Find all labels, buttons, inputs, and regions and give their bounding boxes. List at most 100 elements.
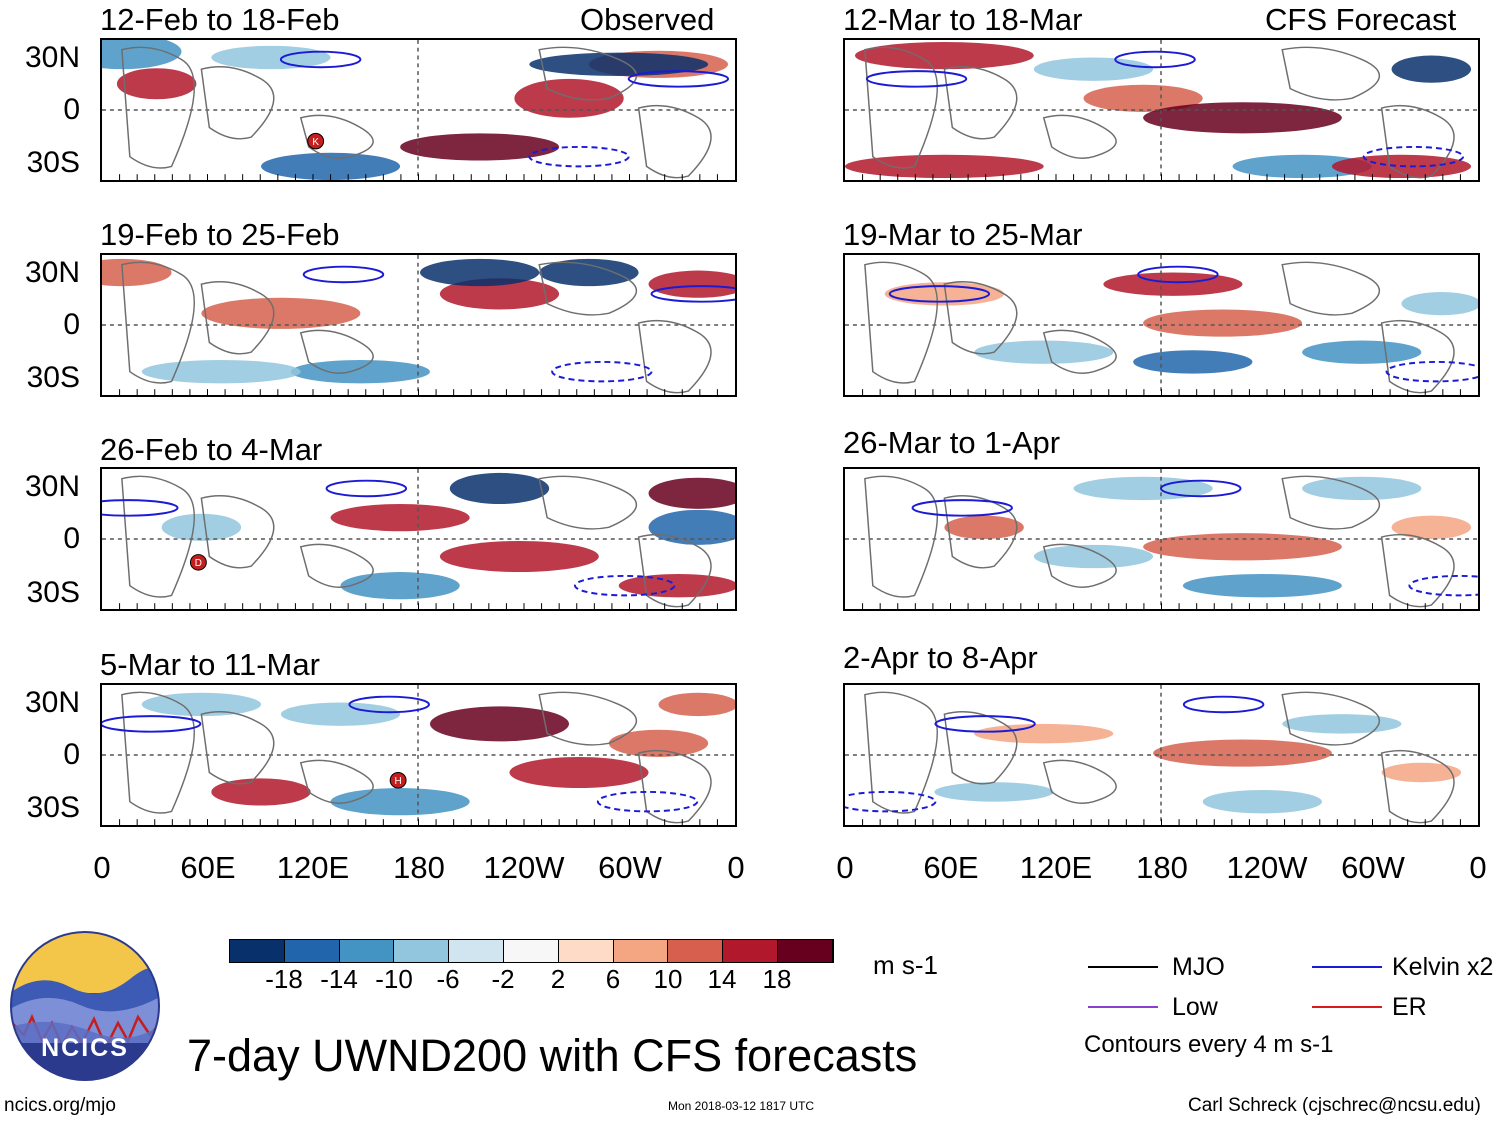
colorbar-swatch xyxy=(284,940,340,962)
kelvin-contour xyxy=(934,715,1036,733)
panel-title-fc3: 26-Mar to 1-Apr xyxy=(843,425,1061,460)
coastline xyxy=(538,691,638,746)
anomaly-blob xyxy=(429,706,570,742)
coastline xyxy=(864,475,939,598)
coastline xyxy=(299,114,374,159)
map-panel-fc2 xyxy=(843,253,1480,397)
colorbar-swatch xyxy=(394,940,450,962)
colorbar-tick: -18 xyxy=(265,964,303,994)
map-panel-obs4: H xyxy=(100,683,737,827)
lon-label: 120W xyxy=(483,850,565,885)
coastline xyxy=(943,495,1018,569)
forecast-label: CFS Forecast xyxy=(1265,2,1457,37)
lon-label: 60E xyxy=(923,850,979,885)
coastline xyxy=(943,66,1018,140)
coastline xyxy=(943,711,1018,785)
anomaly-blob xyxy=(1302,340,1422,364)
anomaly-blob xyxy=(618,574,735,598)
anomaly-blob xyxy=(1401,291,1478,316)
coastline xyxy=(200,495,275,569)
storm-marker xyxy=(189,554,207,571)
map-panel-obs3: D xyxy=(100,467,737,611)
wind-anomaly-field: K xyxy=(102,40,735,180)
anomaly-blob xyxy=(944,515,1024,539)
contours-note: Contours every 4 m s-1 xyxy=(1084,1031,1334,1058)
kelvin-contour xyxy=(1362,145,1465,168)
coastline xyxy=(200,66,275,140)
map-panel-obs2 xyxy=(100,253,737,397)
anomaly-blob xyxy=(934,782,1054,802)
legend-line-er xyxy=(1312,1006,1382,1008)
storm-marker-label: H xyxy=(395,776,402,787)
coastline xyxy=(200,711,275,785)
colorbar-tick: 10 xyxy=(653,964,683,994)
lat-label-30s: 30S xyxy=(26,361,80,394)
panel-title-fc4: 2-Apr to 8-Apr xyxy=(843,640,1038,675)
anomaly-blob xyxy=(658,692,735,717)
anomaly-blob xyxy=(400,133,560,161)
coastline xyxy=(637,320,712,394)
anomaly-blob xyxy=(1232,154,1372,179)
coastline xyxy=(864,46,939,169)
anomaly-blob xyxy=(539,258,639,287)
anomaly-blob xyxy=(1103,272,1243,296)
lon-label: 0 xyxy=(727,850,745,885)
storm-marker xyxy=(307,132,325,150)
lat-label-eq: 0 xyxy=(63,308,80,341)
ncics-logo: NCICS xyxy=(10,931,160,1081)
panel-title-obs3: 26-Feb to 4-Mar xyxy=(100,432,323,467)
colorbar-tick: -10 xyxy=(375,964,413,994)
coastline xyxy=(1281,46,1381,101)
panel-title-obs4: 5-Mar to 11-Mar xyxy=(100,647,320,682)
lon-label: 60W xyxy=(598,850,662,885)
anomaly-blob xyxy=(280,702,401,726)
kelvin-contour xyxy=(596,790,699,813)
coastline xyxy=(121,475,196,598)
panel-title-fc1: 12-Mar to 18-Mar xyxy=(843,2,1083,37)
anomaly-blob xyxy=(514,78,624,118)
kelvin-contour xyxy=(650,285,735,303)
kelvin-contour xyxy=(348,695,430,714)
anomaly-blob xyxy=(1133,350,1253,374)
anomaly-blob xyxy=(648,270,735,298)
lon-label: 180 xyxy=(1136,850,1188,885)
legend-label-er: ER xyxy=(1392,993,1427,1021)
kelvin-contour xyxy=(1114,50,1196,69)
storm-marker xyxy=(389,772,407,789)
kelvin-contour xyxy=(1408,574,1478,597)
legend-line-low xyxy=(1088,1006,1158,1008)
lon-label: 120E xyxy=(1019,850,1093,885)
map-panel-fc1 xyxy=(843,38,1480,182)
coastline xyxy=(1042,114,1117,159)
colorbar-tick: 18 xyxy=(762,964,792,994)
lon-label: 120W xyxy=(1226,850,1308,885)
colorbar-tick: 2 xyxy=(550,964,566,994)
logo-text: NCICS xyxy=(41,1034,129,1062)
colorbar-swatch xyxy=(339,940,395,962)
coastline xyxy=(299,543,374,588)
lon-label: 0 xyxy=(1469,850,1487,885)
coastline xyxy=(299,329,374,374)
colorbar-swatch xyxy=(230,940,285,962)
colorbar-tick: -2 xyxy=(491,964,515,994)
colorbar-swatch xyxy=(723,940,778,962)
coastline xyxy=(1281,475,1381,530)
legend-label-mjo: MJO xyxy=(1172,953,1225,981)
anomaly-blob xyxy=(1153,739,1332,767)
anomaly-blob xyxy=(201,297,361,329)
coastline xyxy=(538,261,638,316)
coastline xyxy=(1042,759,1117,804)
colorbar-swatch xyxy=(777,940,833,962)
anomaly-blob xyxy=(330,504,470,532)
kelvin-contour xyxy=(1160,479,1242,498)
coastline xyxy=(943,281,1018,355)
anomaly-blob xyxy=(116,68,197,100)
anomaly-blob xyxy=(529,52,709,76)
coastline xyxy=(121,261,196,384)
coastline xyxy=(1380,534,1455,608)
anomaly-blob xyxy=(102,258,172,287)
legend-line-kelvin xyxy=(1312,966,1382,968)
wind-anomaly-field xyxy=(845,469,1478,609)
anomaly-blob xyxy=(211,45,331,70)
wind-anomaly-field xyxy=(845,685,1478,825)
